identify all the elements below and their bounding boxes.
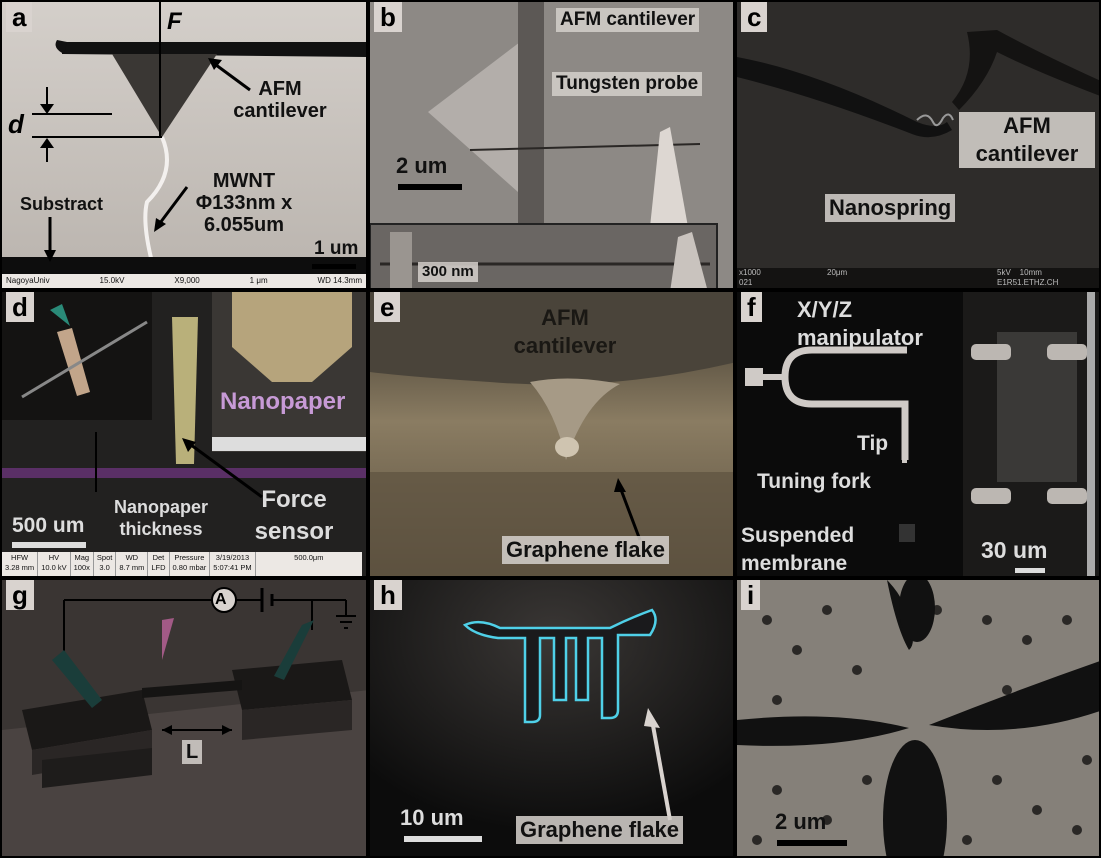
info-cell-scale: 500.0μm: [294, 553, 324, 562]
substract-label: Substract: [20, 194, 104, 214]
panel-i-image: [737, 580, 1099, 856]
panel-b-image: [370, 2, 733, 288]
info-cell-pressure: Pressure 0.80 mbar: [170, 552, 211, 576]
info-cell-det: Det LFD: [148, 552, 170, 576]
scale-bar-f: [1015, 568, 1045, 573]
graphene-flake-label-h: Graphene flake: [516, 816, 683, 844]
panel-d-image: [2, 292, 366, 576]
panel-a: a F d AFM cantilever MWNT Φ133nm x 6.055…: [0, 0, 368, 290]
scale-label-d: 500 um: [12, 514, 85, 537]
info-cell-mag: Mag 100x: [71, 552, 94, 576]
afm-cantilever-label: AFM cantilever: [233, 78, 327, 122]
length-label: L: [182, 740, 203, 764]
meta-mag: X9,000: [174, 276, 200, 285]
panel-d-info-table: HFW 3.28 mm HV 10.0 kV Mag 100x Spot 3.0 WD 8…: [2, 552, 362, 576]
meta-bar: 1 μm: [249, 276, 268, 285]
meta-kv: 15.0kV: [99, 276, 125, 285]
graphene-flake-label-e: Graphene flake: [502, 536, 669, 564]
scale-label-i: 2 um: [775, 809, 827, 834]
panel-i-letter: i: [741, 580, 761, 610]
info-cell-wd: WD 8.7 mm: [116, 552, 149, 576]
scale-label-f: 30 um: [981, 537, 1048, 563]
scale-bar-a: [312, 264, 356, 269]
panel-a-image: [2, 2, 366, 288]
panel-h: h 10 um Graphene flake: [368, 578, 735, 858]
panel-f-image: [737, 292, 1099, 576]
tuning-fork-label: Tuning fork: [757, 470, 871, 493]
panel-d-letter: d: [6, 292, 34, 322]
scale-bar-i: [777, 840, 847, 846]
panel-b: b AFM cantilever Tungsten probe 2 um 300…: [368, 0, 735, 290]
panel-e-letter: e: [374, 292, 401, 322]
panel-a-letter: a: [6, 2, 33, 32]
nanopaper-label: Nanopaper: [220, 388, 346, 415]
panel-c: c AFM cantilever Nanospring x1000 021 20…: [735, 0, 1101, 290]
panel-g: g A L: [0, 578, 368, 858]
afm-cantilever-label-e: AFM cantilever: [513, 305, 617, 358]
panel-i: i 2 um: [735, 578, 1101, 858]
info-cell-date: 3/19/2013 5:07:41 PM: [210, 552, 256, 576]
info-cell-hv: HV 10.0 kV: [38, 552, 71, 576]
afm-cantilever-label-b: AFM cantilever: [556, 8, 700, 32]
distance-label: d: [8, 109, 24, 139]
meta-bar-c: 20μm: [827, 268, 848, 277]
scale-bar-h: [404, 836, 482, 842]
afm-cantilever-label-c: AFM cantilever: [959, 112, 1095, 168]
force-label: F: [167, 8, 182, 35]
mwnt-label: MWNT Φ133nm x 6.055um: [195, 170, 293, 236]
panel-g-image: [2, 580, 366, 856]
panel-h-image: [370, 580, 733, 856]
info-cell-hfw: HFW 3.28 mm: [2, 552, 39, 576]
panel-e: e AFM cantilever Graphene flake: [368, 290, 735, 578]
meta-left: NagoyaUniv: [6, 276, 50, 285]
scale-label-b-inset: 300 nm: [418, 262, 478, 282]
panel-f-letter: f: [741, 292, 762, 322]
suspended-membrane-label: Suspended membrane: [741, 524, 855, 575]
scale-label-a: 1 um: [314, 238, 359, 259]
scale-bar-b: [398, 184, 462, 190]
meta-left-c: x1000 021: [739, 268, 761, 287]
scale-label-h: 10 um: [400, 805, 464, 830]
tungsten-probe-label: Tungsten probe: [552, 72, 703, 96]
panel-d: d Nanopaper Nanopaper thickness Force se…: [0, 290, 368, 578]
meta-right-c: 5kV 10mm E1R51.ETHZ.CH: [997, 268, 1059, 287]
force-sensor-label: Force sensor: [254, 486, 334, 545]
panel-b-letter: b: [374, 2, 402, 32]
panel-a-meta-bar: NagoyaUniv 15.0kV X9,000 1 μm WD 14.3mm: [2, 274, 366, 288]
panel-f: f X/Y/Z manipulator Tip Tuning fork Susp…: [735, 290, 1101, 578]
panel-h-letter: h: [374, 580, 402, 610]
panel-c-letter: c: [741, 2, 768, 32]
ammeter-icon: A: [215, 591, 227, 608]
info-cell-spot: Spot 3.0: [94, 552, 117, 576]
meta-wd: WD 14.3mm: [317, 276, 362, 285]
panel-e-image: [370, 292, 733, 576]
manipulator-label: X/Y/Z manipulator: [797, 297, 923, 350]
nanopaper-thickness-label: Nanopaper thickness: [113, 497, 209, 539]
nanospring-label: Nanospring: [825, 194, 956, 222]
panel-g-letter: g: [6, 580, 34, 610]
tip-label: Tip: [857, 432, 889, 455]
scale-bar-d: [12, 542, 86, 548]
scale-label-b: 2 um: [396, 153, 448, 178]
